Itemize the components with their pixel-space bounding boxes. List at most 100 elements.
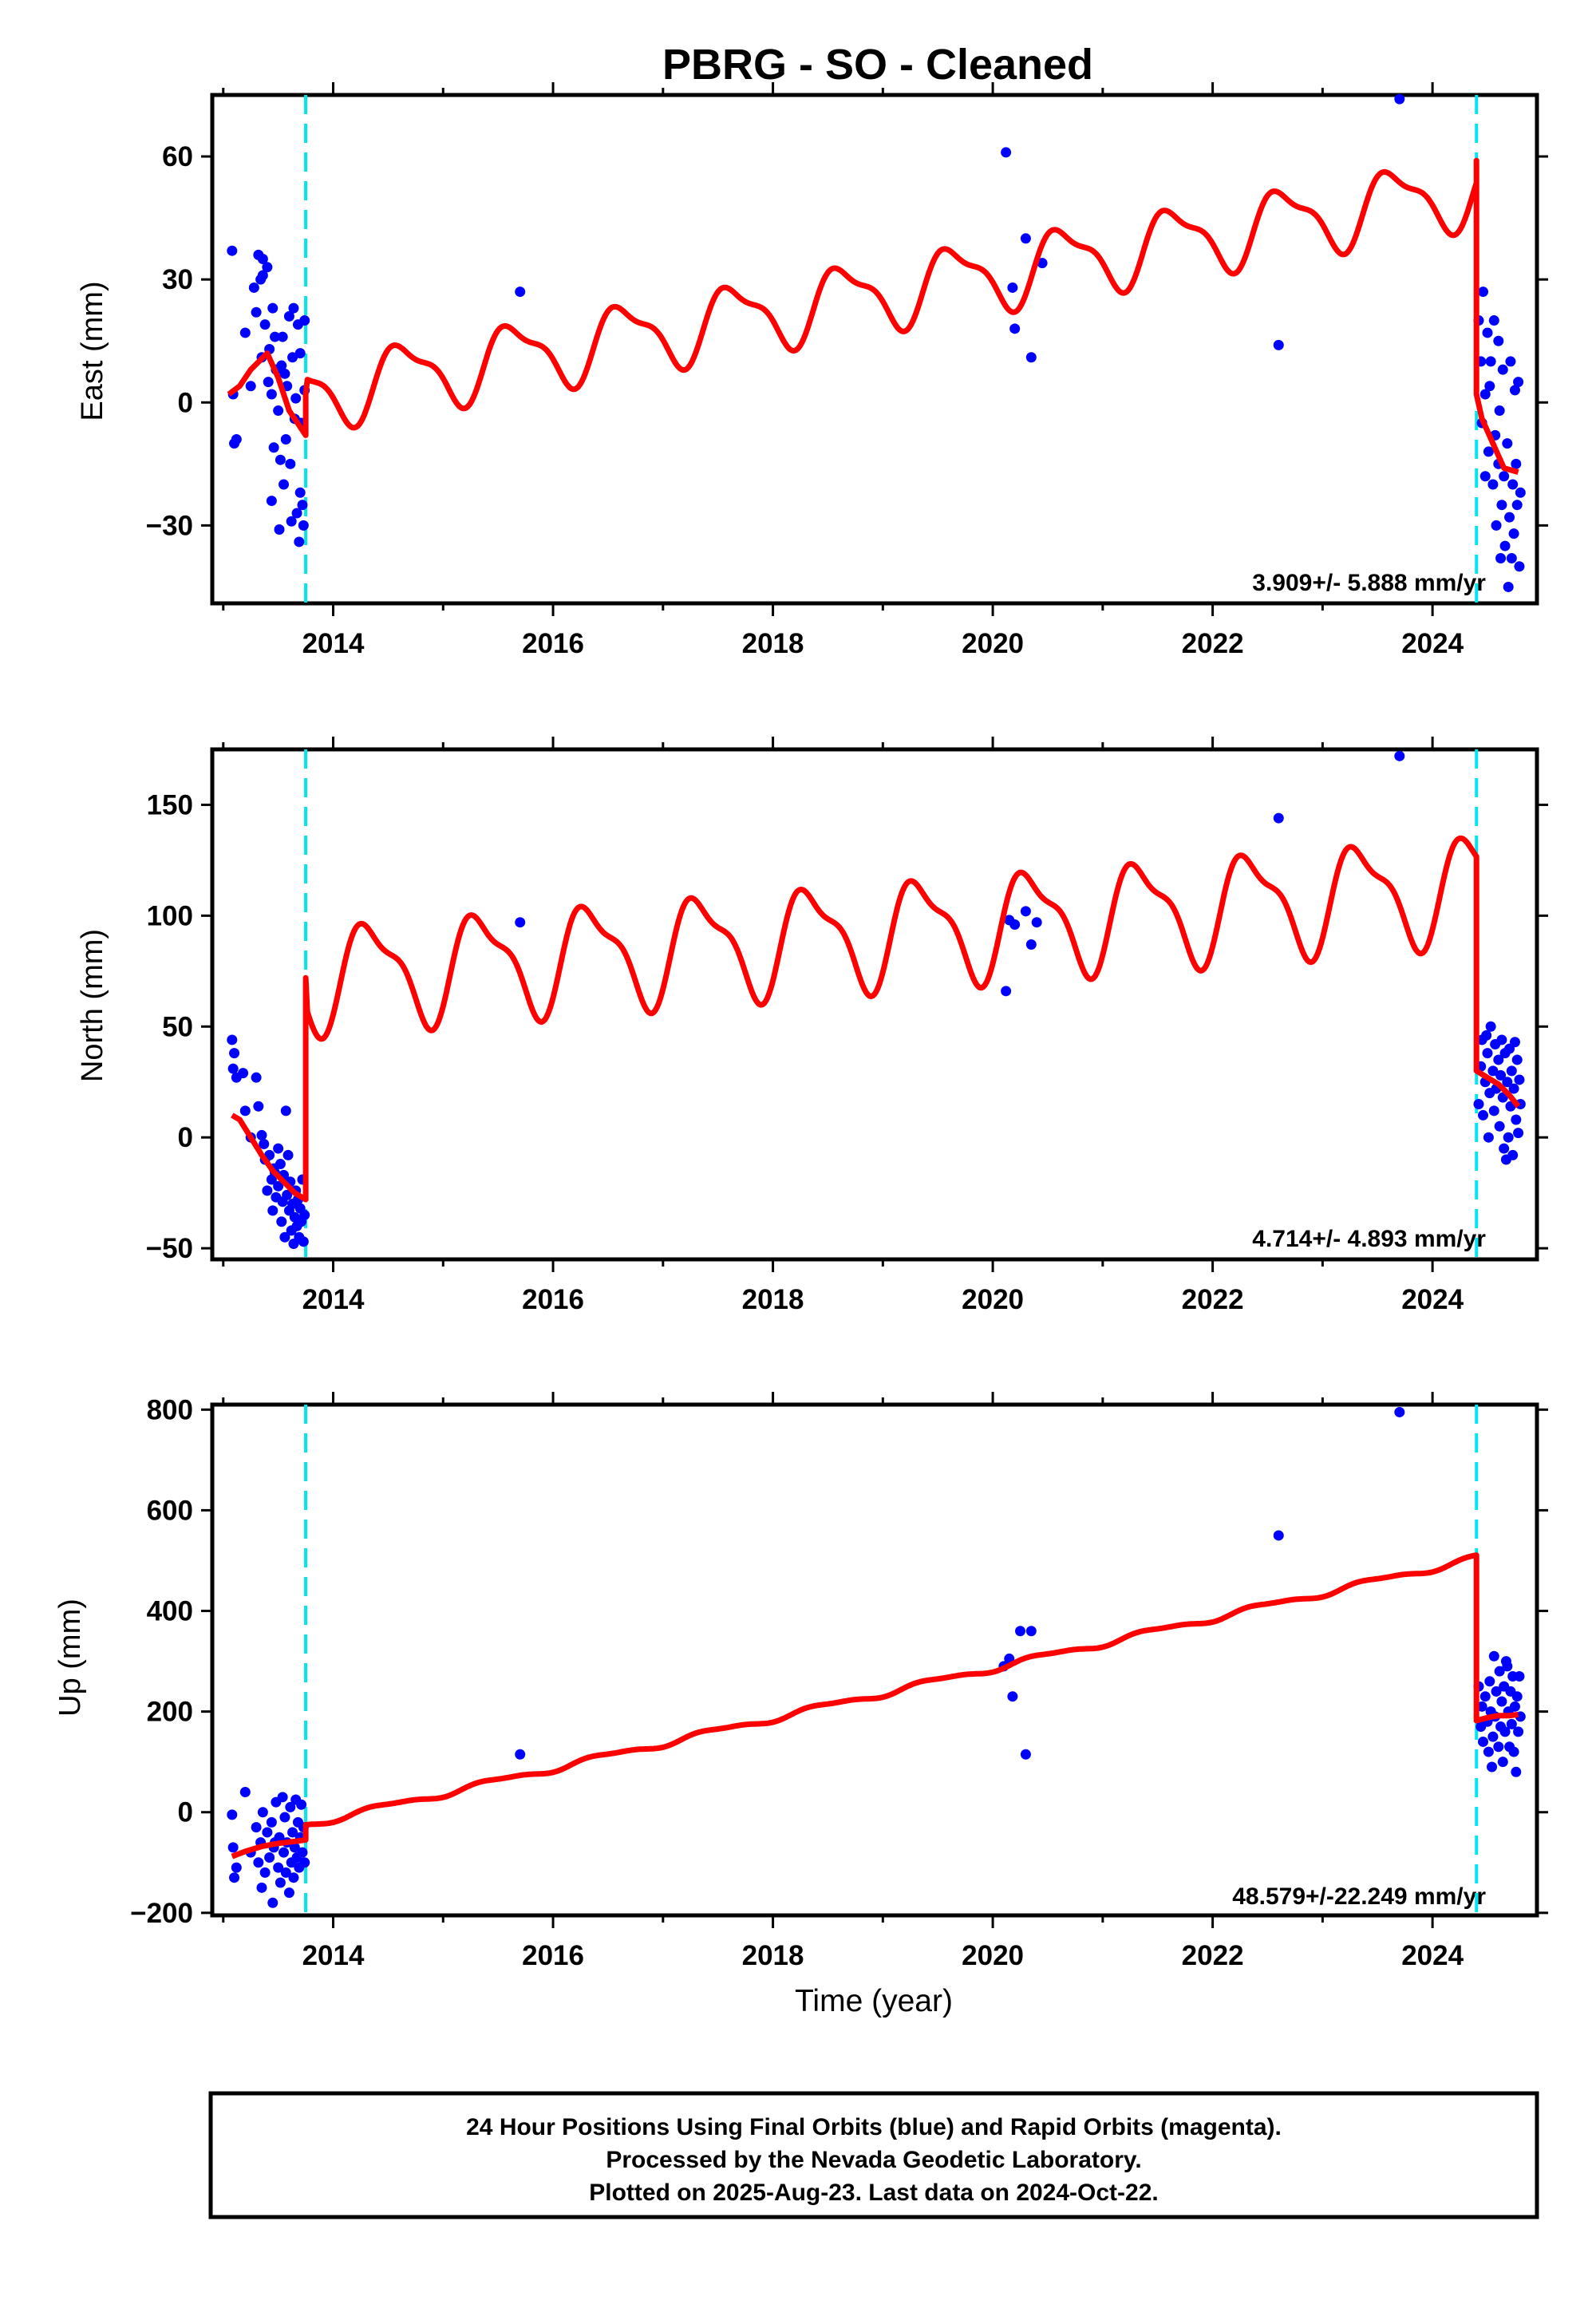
- east-panel: East (mm) 3.909+/- 5.888 mm/yr −30 0 30 60 2…: [76, 82, 1548, 659]
- up-data-point: [1477, 1736, 1488, 1747]
- up-data-point: [1511, 1691, 1523, 1702]
- up-data-point: [262, 1827, 273, 1838]
- east-data-point: [294, 487, 306, 498]
- up-y-axis-label: Up (mm): [53, 1599, 87, 1717]
- up-data-point: [1497, 1757, 1508, 1768]
- north-data-point: [1273, 812, 1284, 824]
- east-y-tick-label: 0: [178, 387, 193, 418]
- up-data-point: [1025, 1626, 1037, 1637]
- up-data-point: [267, 1897, 279, 1908]
- east-data-point: [1394, 93, 1405, 105]
- east-data-point: [245, 381, 256, 392]
- north-data-point: [282, 1149, 294, 1160]
- east-data-point: [1477, 287, 1488, 298]
- up-x-tick-label: 2020: [962, 1940, 1024, 1971]
- east-data-point: [515, 287, 526, 298]
- up-data-point: [229, 1872, 240, 1883]
- north-data-point: [259, 1139, 270, 1150]
- east-data-point: [276, 360, 287, 371]
- east-data-point: [286, 516, 297, 527]
- east-data-point: [262, 262, 273, 273]
- footer-line-1: 24 Hour Positions Using Final Orbits (bl…: [466, 2114, 1282, 2140]
- east-data-point: [1007, 282, 1018, 293]
- east-data-point: [266, 389, 277, 400]
- east-data-point: [287, 352, 298, 363]
- north-data-point: [1509, 1037, 1520, 1048]
- east-data-point: [1488, 315, 1499, 326]
- north-data-point: [1477, 1109, 1488, 1120]
- north-data-point: [1508, 1083, 1519, 1094]
- east-y-tick-label: −30: [146, 510, 193, 541]
- up-data-point: [1476, 1701, 1487, 1712]
- north-data-point: [227, 1034, 238, 1045]
- north-plot-frame: [210, 747, 1539, 1262]
- east-y-tick-label: 30: [162, 264, 193, 295]
- up-data-point: [279, 1847, 290, 1858]
- north-x-tick-label: 2016: [522, 1284, 584, 1315]
- east-y-axis-label: East (mm): [76, 281, 109, 421]
- north-data-point: [515, 917, 526, 928]
- north-data-point: [1513, 1128, 1524, 1139]
- up-data-point: [264, 1852, 275, 1863]
- north-data-point: [1473, 1099, 1484, 1110]
- east-data-point: [239, 327, 251, 338]
- east-data-point: [288, 302, 299, 314]
- north-data-point: [1503, 1132, 1514, 1143]
- east-data-point: [1513, 377, 1524, 388]
- north-data-point: [262, 1185, 273, 1196]
- up-data-point: [289, 1842, 300, 1853]
- east-data-point: [1497, 364, 1508, 375]
- north-data-point: [282, 1189, 293, 1200]
- up-data-point: [259, 1867, 271, 1878]
- east-data-point: [291, 508, 302, 519]
- up-data-point: [227, 1842, 239, 1853]
- north-data-point: [1001, 986, 1012, 997]
- north-data-point: [1394, 750, 1405, 761]
- north-data-point: [1500, 1154, 1511, 1165]
- north-data-point: [299, 1209, 310, 1220]
- east-x-tick-label: 2024: [1401, 628, 1464, 659]
- east-data-point: [268, 442, 279, 453]
- east-data-point: [1509, 385, 1520, 396]
- north-data-point: [1514, 1074, 1525, 1085]
- east-data-point: [1496, 500, 1507, 511]
- footer-box: 24 Hour Positions Using Final Orbits (bl…: [208, 2091, 1539, 2219]
- east-data-point: [298, 520, 309, 531]
- east-data-point: [1494, 405, 1505, 417]
- east-data-point: [257, 253, 268, 264]
- up-data-point: [1514, 1670, 1525, 1682]
- north-data-point: [298, 1236, 309, 1247]
- east-data-point: [279, 479, 290, 490]
- up-data-point: [1487, 1731, 1499, 1742]
- footer-line-3: Plotted on 2025-Aug-23. Last data on 202…: [589, 2180, 1159, 2206]
- north-data-point: [1488, 1105, 1499, 1117]
- east-data-point: [285, 458, 296, 469]
- up-data-point: [257, 1807, 268, 1818]
- north-data-point: [1487, 1065, 1499, 1077]
- east-data-point: [1514, 561, 1525, 572]
- up-data-point: [285, 1801, 296, 1812]
- up-data-point: [1488, 1650, 1499, 1662]
- north-data-point: [1495, 1069, 1507, 1081]
- up-data-point: [256, 1882, 267, 1893]
- east-data-point: [1511, 458, 1522, 469]
- east-model-line: [227, 157, 1519, 475]
- up-data-point: [266, 1816, 277, 1828]
- up-data-point: [1496, 1696, 1507, 1707]
- north-data-point: [1506, 1065, 1517, 1077]
- north-data-point: [279, 1231, 290, 1243]
- north-model-line: [231, 835, 1521, 1203]
- east-data-point: [257, 270, 268, 281]
- up-data-point: [1500, 1656, 1511, 1667]
- east-data-point: [1491, 520, 1502, 531]
- north-data-point: [238, 1068, 249, 1079]
- up-data-point: [283, 1887, 294, 1899]
- east-data-point: [1482, 327, 1493, 338]
- east-data-point: [1511, 500, 1523, 511]
- x-axis-label: Time (year): [795, 1984, 953, 2018]
- up-data-point: [273, 1862, 284, 1873]
- east-data-point: [277, 331, 288, 342]
- up-y-tick-label: 0: [178, 1797, 193, 1828]
- north-data-point: [275, 1159, 286, 1170]
- up-data-point: [1015, 1626, 1026, 1637]
